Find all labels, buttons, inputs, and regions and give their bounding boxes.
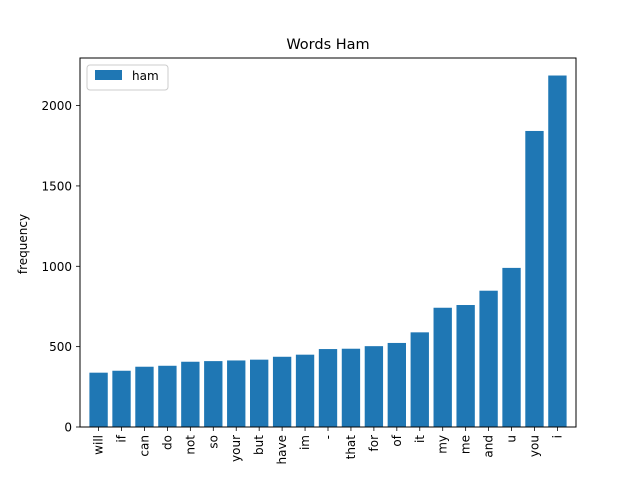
bar-you xyxy=(525,130,544,427)
x-tick-label: your xyxy=(229,435,243,462)
bar-my xyxy=(433,307,452,427)
y-axis-label: frequency xyxy=(16,214,30,274)
x-tick-label: u xyxy=(505,435,519,443)
bar-i xyxy=(548,75,567,428)
x-axis-ticks: will if can do not so your but have im - that for of i… xyxy=(92,427,564,464)
bar-that xyxy=(341,348,361,427)
x-tick-label: for xyxy=(367,435,381,452)
bar-dash xyxy=(318,349,338,427)
plot-frame xyxy=(79,57,577,428)
x-tick-label: you xyxy=(527,435,541,457)
x-tick-label: if xyxy=(115,434,129,442)
y-tick-label: 1500 xyxy=(41,179,72,193)
bar-for xyxy=(364,346,384,427)
x-tick-label: but xyxy=(252,435,266,455)
bar-will xyxy=(89,372,108,427)
chart-title: Words Ham xyxy=(286,37,369,53)
x-tick-label: can xyxy=(137,435,151,457)
x-tick-label: me xyxy=(459,435,473,454)
x-tick-label: i xyxy=(550,435,564,438)
bar-your xyxy=(227,360,246,427)
bar-can xyxy=(135,366,154,427)
legend: ham xyxy=(86,64,169,91)
bar-not xyxy=(181,361,200,427)
x-tick-label: so xyxy=(206,435,220,449)
x-tick-label: it xyxy=(413,435,427,443)
bar-but xyxy=(250,359,269,427)
x-tick-label: will xyxy=(92,435,106,455)
x-tick-label: not xyxy=(183,435,197,455)
y-tick-label: 500 xyxy=(49,340,72,354)
x-tick-label: of xyxy=(390,434,404,446)
bars-group xyxy=(89,75,567,428)
x-tick-label: have xyxy=(275,435,289,464)
x-tick-label: - xyxy=(321,435,335,439)
legend-swatch xyxy=(95,70,122,80)
x-tick-label: do xyxy=(160,435,174,450)
bar-of xyxy=(387,342,406,427)
bar-u xyxy=(502,267,521,427)
x-tick-label: and xyxy=(482,435,496,458)
bar-me xyxy=(456,305,475,427)
bar-if xyxy=(112,370,131,427)
x-tick-label: im xyxy=(298,435,312,450)
x-tick-label: my xyxy=(436,435,450,454)
y-axis-ticks: 0 500 1000 1500 2000 xyxy=(41,99,80,435)
bar-im xyxy=(295,354,315,427)
y-tick-label: 2000 xyxy=(41,99,72,113)
y-tick-label: 1000 xyxy=(41,260,72,274)
y-tick-label: 0 xyxy=(64,421,72,435)
bar-have xyxy=(272,356,292,427)
bar-do xyxy=(158,365,177,427)
legend-label: ham xyxy=(132,69,159,83)
bar-so xyxy=(204,361,223,427)
x-tick-label: that xyxy=(344,435,358,460)
bar-and xyxy=(479,290,498,427)
bar-it xyxy=(410,332,429,427)
